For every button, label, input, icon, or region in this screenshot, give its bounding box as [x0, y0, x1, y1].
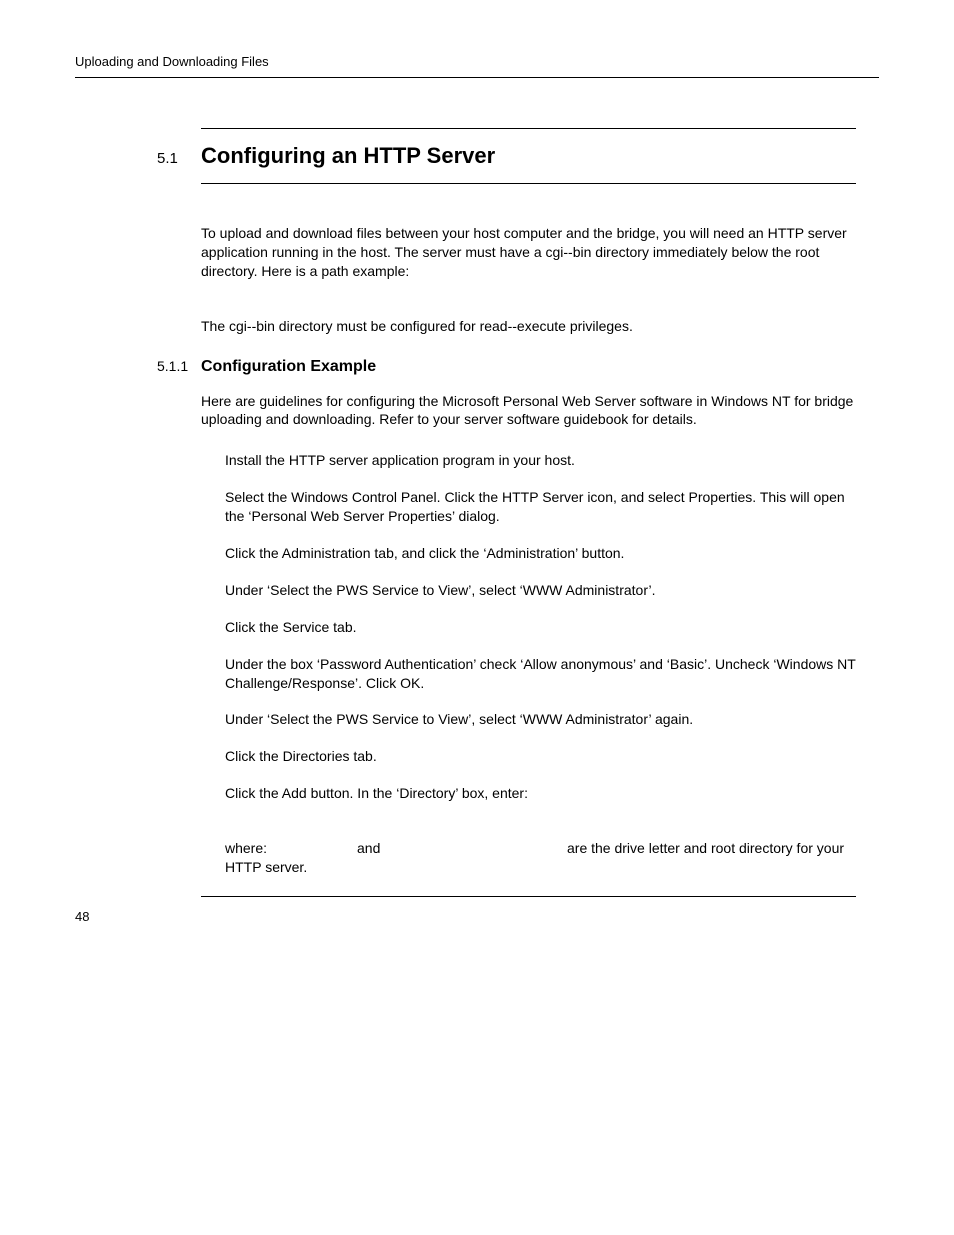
config-step: Click the Administration tab, and click …: [225, 544, 856, 563]
body-content: To upload and download files between you…: [201, 224, 856, 877]
footer: 48: [75, 896, 879, 924]
intro-paragraph-1: To upload and download files between you…: [201, 224, 856, 281]
section-heading-row: 5.1 Configuring an HTTP Server: [201, 143, 856, 169]
section-heading-block: 5.1 Configuring an HTTP Server: [201, 128, 856, 184]
config-step: Under the box ‘Password Authentication’ …: [225, 655, 856, 693]
subsection-heading-row: 5.1.1 Configuration Example: [201, 358, 856, 376]
subsection-intro: Here are guidelines for configuring the …: [201, 392, 856, 430]
section-number: 5.1: [117, 150, 201, 167]
config-step: Click the Add button. In the ‘Directory’…: [225, 784, 856, 803]
config-step: Click the Service tab.: [225, 618, 856, 637]
and-label: and: [357, 839, 567, 858]
intro-paragraph-2: The cgi--bin directory must be configure…: [201, 317, 856, 336]
config-step: Under ‘Select the PWS Service to View’, …: [225, 581, 856, 600]
header-rule: [75, 77, 879, 78]
running-head: Uploading and Downloading Files: [75, 54, 879, 77]
section-title: Configuring an HTTP Server: [201, 143, 495, 169]
where-line: where:andare the drive letter and root d…: [225, 839, 856, 877]
config-step: Click the Directories tab.: [225, 747, 856, 766]
document-page: Uploading and Downloading Files 5.1 Conf…: [0, 0, 954, 877]
where-label: where:: [225, 839, 357, 858]
config-step: Install the HTTP server application prog…: [225, 451, 856, 470]
footer-rule: [201, 896, 856, 897]
config-step: Select the Windows Control Panel. Click …: [225, 488, 856, 526]
subsection-title: Configuration Example: [201, 358, 376, 376]
section-bottom-rule: [201, 183, 856, 184]
section-top-rule: [201, 128, 856, 129]
config-step: Under ‘Select the PWS Service to View’, …: [225, 710, 856, 729]
subsection-number: 5.1.1: [117, 358, 201, 374]
page-number: 48: [75, 909, 879, 924]
